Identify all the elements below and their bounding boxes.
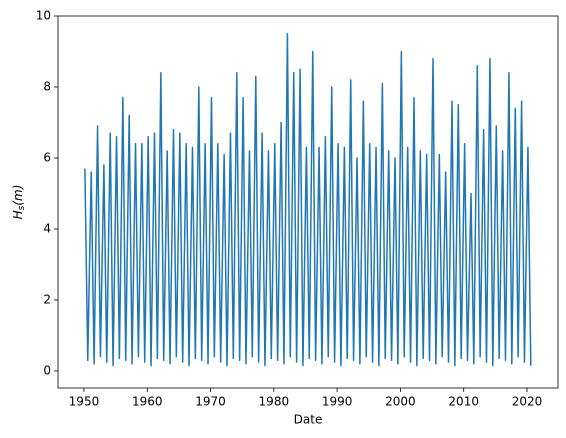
x-tick-label: 2000: [385, 395, 416, 409]
x-tick-label: 1970: [195, 395, 226, 409]
x-tick-label: 1960: [132, 395, 163, 409]
x-tick-label: 2010: [448, 395, 479, 409]
y-tick-label: 8: [43, 79, 51, 93]
x-tick-label: 1990: [322, 395, 353, 409]
y-tick-label: 10: [36, 9, 51, 23]
y-label-rest: (m): [11, 185, 25, 206]
x-axis-label: Date: [294, 413, 323, 427]
x-tick-label: 1980: [259, 395, 290, 409]
data-line: [84, 33, 532, 367]
y-label-sub: s: [17, 205, 27, 210]
y-tick-label: 2: [43, 292, 51, 306]
y-tick-label: 6: [43, 150, 51, 164]
y-tick-label: 4: [43, 221, 51, 235]
x-tick-label: 1950: [69, 395, 100, 409]
y-label-base: H: [11, 210, 25, 219]
y-tick-label: 0: [43, 363, 51, 377]
y-axis-label: Hs(m): [11, 185, 27, 220]
plot-frame: [57, 15, 559, 389]
x-tick-label: 2020: [512, 395, 543, 409]
